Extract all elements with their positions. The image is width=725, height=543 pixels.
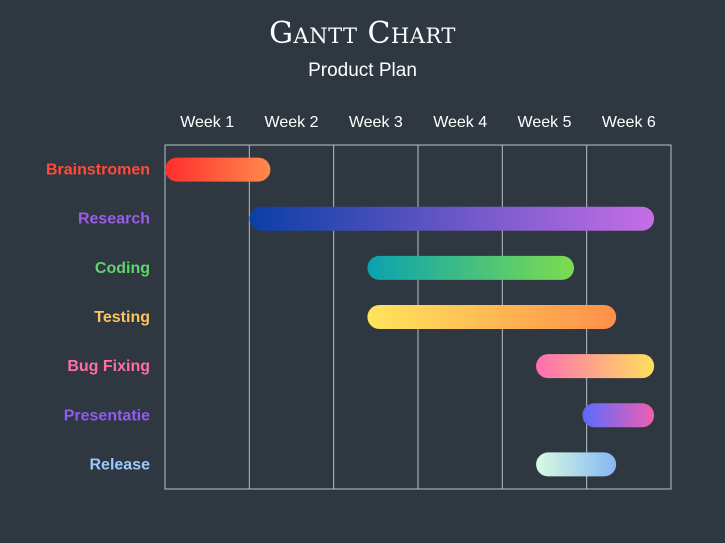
task-bar[interactable] [582,403,655,428]
week-label: Week 2 [265,114,319,131]
task-bar[interactable] [367,255,575,280]
task-label: Presentatie [64,407,150,424]
task-label: Brainstromen [46,162,150,179]
task-labels: Brainstromen Research Coding Testing Bug Fix… [46,162,150,474]
week-label: Week 1 [180,114,234,131]
chart-title: Gantt Chart [269,16,456,51]
task-bar[interactable] [536,354,655,379]
task-label: Research [78,211,150,228]
task-label: Testing [94,309,150,326]
task-bar[interactable] [165,157,271,182]
week-label: Week 6 [602,114,656,131]
chart-subtitle: Product Plan [308,60,417,81]
week-label: Week 3 [349,114,403,131]
week-label: Week 4 [433,114,487,131]
week-label: Week 5 [518,114,572,131]
task-bars [165,157,655,477]
task-label: Coding [95,260,150,277]
task-bar[interactable] [367,305,617,329]
task-label: Release [90,456,151,473]
task-bar[interactable] [536,452,617,477]
task-label: Bug Fixing [67,358,150,375]
task-bar[interactable] [249,206,655,231]
week-labels: Week 1 Week 2 Week 3 Week 4 Week 5 Week 6 [180,114,656,131]
